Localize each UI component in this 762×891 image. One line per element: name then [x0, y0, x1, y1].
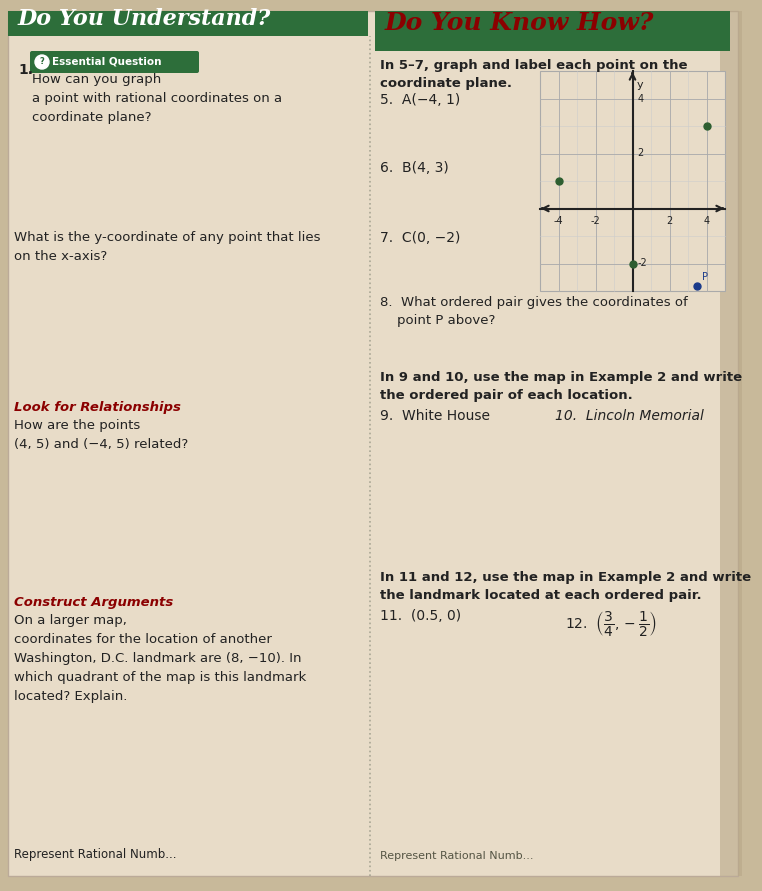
- Text: Represent Rational Numb...: Represent Rational Numb...: [14, 848, 177, 861]
- Text: y: y: [636, 80, 643, 91]
- Text: Look for Relationships: Look for Relationships: [14, 401, 181, 414]
- Text: 12.  $\left(\dfrac{3}{4}, -\dfrac{1}{2}\right)$: 12. $\left(\dfrac{3}{4}, -\dfrac{1}{2}\r…: [565, 609, 657, 638]
- Text: 2: 2: [638, 149, 644, 159]
- FancyBboxPatch shape: [30, 51, 199, 73]
- FancyBboxPatch shape: [375, 11, 730, 51]
- Text: 2: 2: [667, 217, 673, 226]
- Text: 9.  White House: 9. White House: [380, 409, 490, 423]
- Text: -4: -4: [554, 217, 563, 226]
- Text: On a larger map,
coordinates for the location of another
Washington, D.C. landma: On a larger map, coordinates for the loc…: [14, 614, 306, 703]
- Text: 6.  B(4, 3): 6. B(4, 3): [380, 161, 449, 175]
- Text: 10.  Lincoln Memorial: 10. Lincoln Memorial: [555, 409, 704, 423]
- Text: 7.  C(0, −2): 7. C(0, −2): [380, 231, 460, 245]
- Text: Construct Arguments: Construct Arguments: [14, 596, 173, 609]
- Text: -2: -2: [638, 258, 647, 268]
- Text: In 11 and 12, use the map in Example 2 and write
the landmark located at each or: In 11 and 12, use the map in Example 2 a…: [380, 571, 751, 602]
- Text: P: P: [703, 273, 708, 282]
- Text: Essential Question: Essential Question: [52, 57, 162, 67]
- Text: How are the points
(4, 5) and (−4, 5) related?: How are the points (4, 5) and (−4, 5) re…: [14, 419, 188, 451]
- Text: What is the y-coordinate of any point that lies
on the x-axis?: What is the y-coordinate of any point th…: [14, 231, 321, 263]
- Text: 1.: 1.: [18, 63, 33, 77]
- FancyBboxPatch shape: [8, 11, 368, 36]
- Text: 8.  What ordered pair gives the coordinates of
    point P above?: 8. What ordered pair gives the coordinat…: [380, 296, 688, 327]
- FancyBboxPatch shape: [8, 11, 738, 876]
- Text: ?: ?: [40, 58, 44, 67]
- Text: How can you graph
a point with rational coordinates on a
coordinate plane?: How can you graph a point with rational …: [32, 73, 282, 124]
- Text: In 5–7, graph and label each point on the
coordinate plane.: In 5–7, graph and label each point on th…: [380, 59, 687, 90]
- Circle shape: [35, 55, 49, 69]
- Text: Do You Know How?: Do You Know How?: [385, 11, 655, 35]
- Text: -2: -2: [591, 217, 600, 226]
- FancyBboxPatch shape: [540, 71, 725, 291]
- Text: 5.  A(−4, 1): 5. A(−4, 1): [380, 93, 460, 107]
- Text: Represent Rational Numb...: Represent Rational Numb...: [380, 851, 533, 861]
- Text: 4: 4: [703, 217, 709, 226]
- Text: In 9 and 10, use the map in Example 2 and write
the ordered pair of each locatio: In 9 and 10, use the map in Example 2 an…: [380, 371, 742, 402]
- FancyBboxPatch shape: [720, 11, 742, 876]
- Text: 11.  (0.5, 0): 11. (0.5, 0): [380, 609, 461, 623]
- Text: Do You Understand?: Do You Understand?: [18, 8, 271, 30]
- Text: 4: 4: [638, 94, 644, 103]
